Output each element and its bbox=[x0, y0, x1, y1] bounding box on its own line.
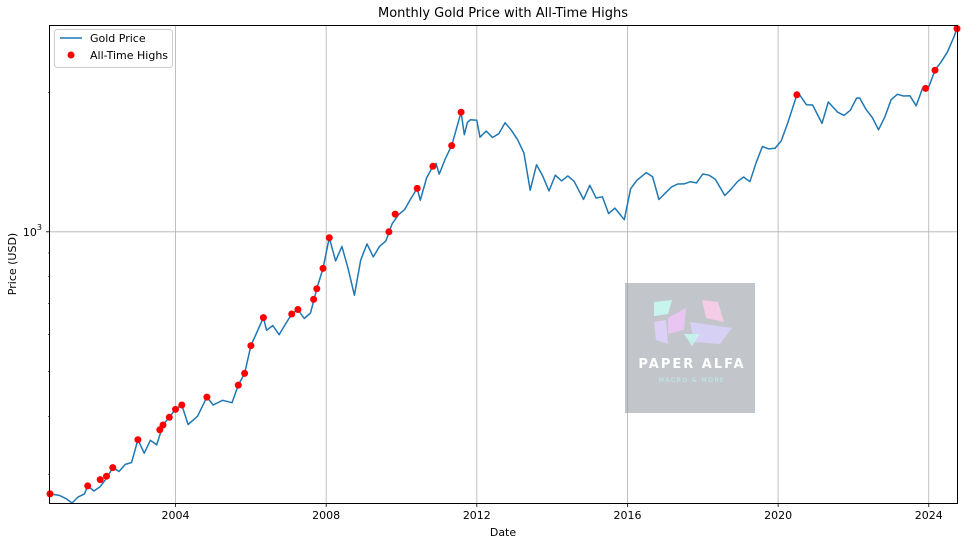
all-time-high-marker bbox=[96, 476, 104, 484]
x-axis: 2004 2008 2012 2016 2020 2024 bbox=[162, 503, 943, 522]
all-time-high-marker bbox=[294, 306, 302, 313]
all-time-high-marker bbox=[413, 184, 421, 192]
all-time-high-marker bbox=[178, 401, 186, 409]
all-time-high-marker bbox=[134, 436, 142, 444]
all-time-high-marker bbox=[165, 413, 173, 421]
watermark: PAPER ALFA MACRO & MORE bbox=[625, 283, 755, 413]
gold-price-line bbox=[49, 28, 958, 504]
all-time-high-marker bbox=[288, 310, 296, 318]
x-tick-label: 2016 bbox=[613, 509, 641, 522]
chart-title: Monthly Gold Price with All-Time Highs bbox=[378, 6, 628, 21]
all-time-high-marker bbox=[203, 393, 211, 401]
legend-label-all-time-highs: All-Time Highs bbox=[90, 49, 168, 62]
series-layer bbox=[46, 25, 961, 504]
legend-box bbox=[54, 29, 173, 68]
all-time-high-marker bbox=[159, 421, 167, 429]
all-time-high-marker bbox=[793, 91, 801, 99]
all-time-high-marker bbox=[109, 464, 117, 472]
x-axis-title: Date bbox=[490, 526, 517, 539]
x-tick-label: 2004 bbox=[162, 509, 190, 522]
legend-label-gold-price: Gold Price bbox=[90, 32, 146, 45]
all-time-high-marker bbox=[247, 342, 255, 350]
legend-marker-swatch bbox=[67, 51, 75, 59]
paper-alfa-logo bbox=[654, 300, 732, 346]
all-time-high-marker bbox=[448, 142, 456, 150]
all-time-high-marker bbox=[319, 264, 327, 272]
all-time-high-marker bbox=[241, 369, 249, 377]
y-axis: 103 bbox=[23, 91, 50, 475]
all-time-high-marker bbox=[313, 285, 321, 293]
all-time-high-marker bbox=[172, 405, 179, 413]
grid-layer bbox=[50, 26, 957, 503]
all-time-high-marker bbox=[391, 210, 399, 218]
all-time-high-marker bbox=[103, 472, 110, 480]
watermark-subtitle: MACRO & MORE bbox=[659, 377, 726, 384]
x-tick-label: 2008 bbox=[312, 509, 340, 522]
all-time-high-marker bbox=[84, 482, 92, 490]
y-axis-title: Price (USD) bbox=[6, 233, 19, 295]
all-time-high-marker bbox=[310, 295, 318, 303]
watermark-box bbox=[625, 283, 755, 413]
all-time-high-marker bbox=[234, 381, 242, 389]
all-time-high-marker bbox=[931, 66, 939, 74]
all-time-high-marker bbox=[385, 228, 393, 236]
watermark-title: PAPER ALFA bbox=[638, 357, 745, 372]
x-tick-label: 2020 bbox=[764, 509, 792, 522]
legend: Gold Price All-Time Highs bbox=[54, 29, 173, 68]
x-tick-label: 2012 bbox=[463, 509, 491, 522]
all-time-high-marker bbox=[922, 84, 930, 92]
y-tick-label: 103 bbox=[23, 223, 42, 239]
x-tick-label: 2024 bbox=[915, 509, 943, 522]
plot-frame bbox=[49, 25, 958, 504]
all-time-high-marker bbox=[325, 234, 333, 242]
all-time-high-marker bbox=[259, 314, 267, 322]
all-time-high-marker bbox=[429, 162, 437, 170]
all-time-high-marker bbox=[457, 108, 465, 116]
